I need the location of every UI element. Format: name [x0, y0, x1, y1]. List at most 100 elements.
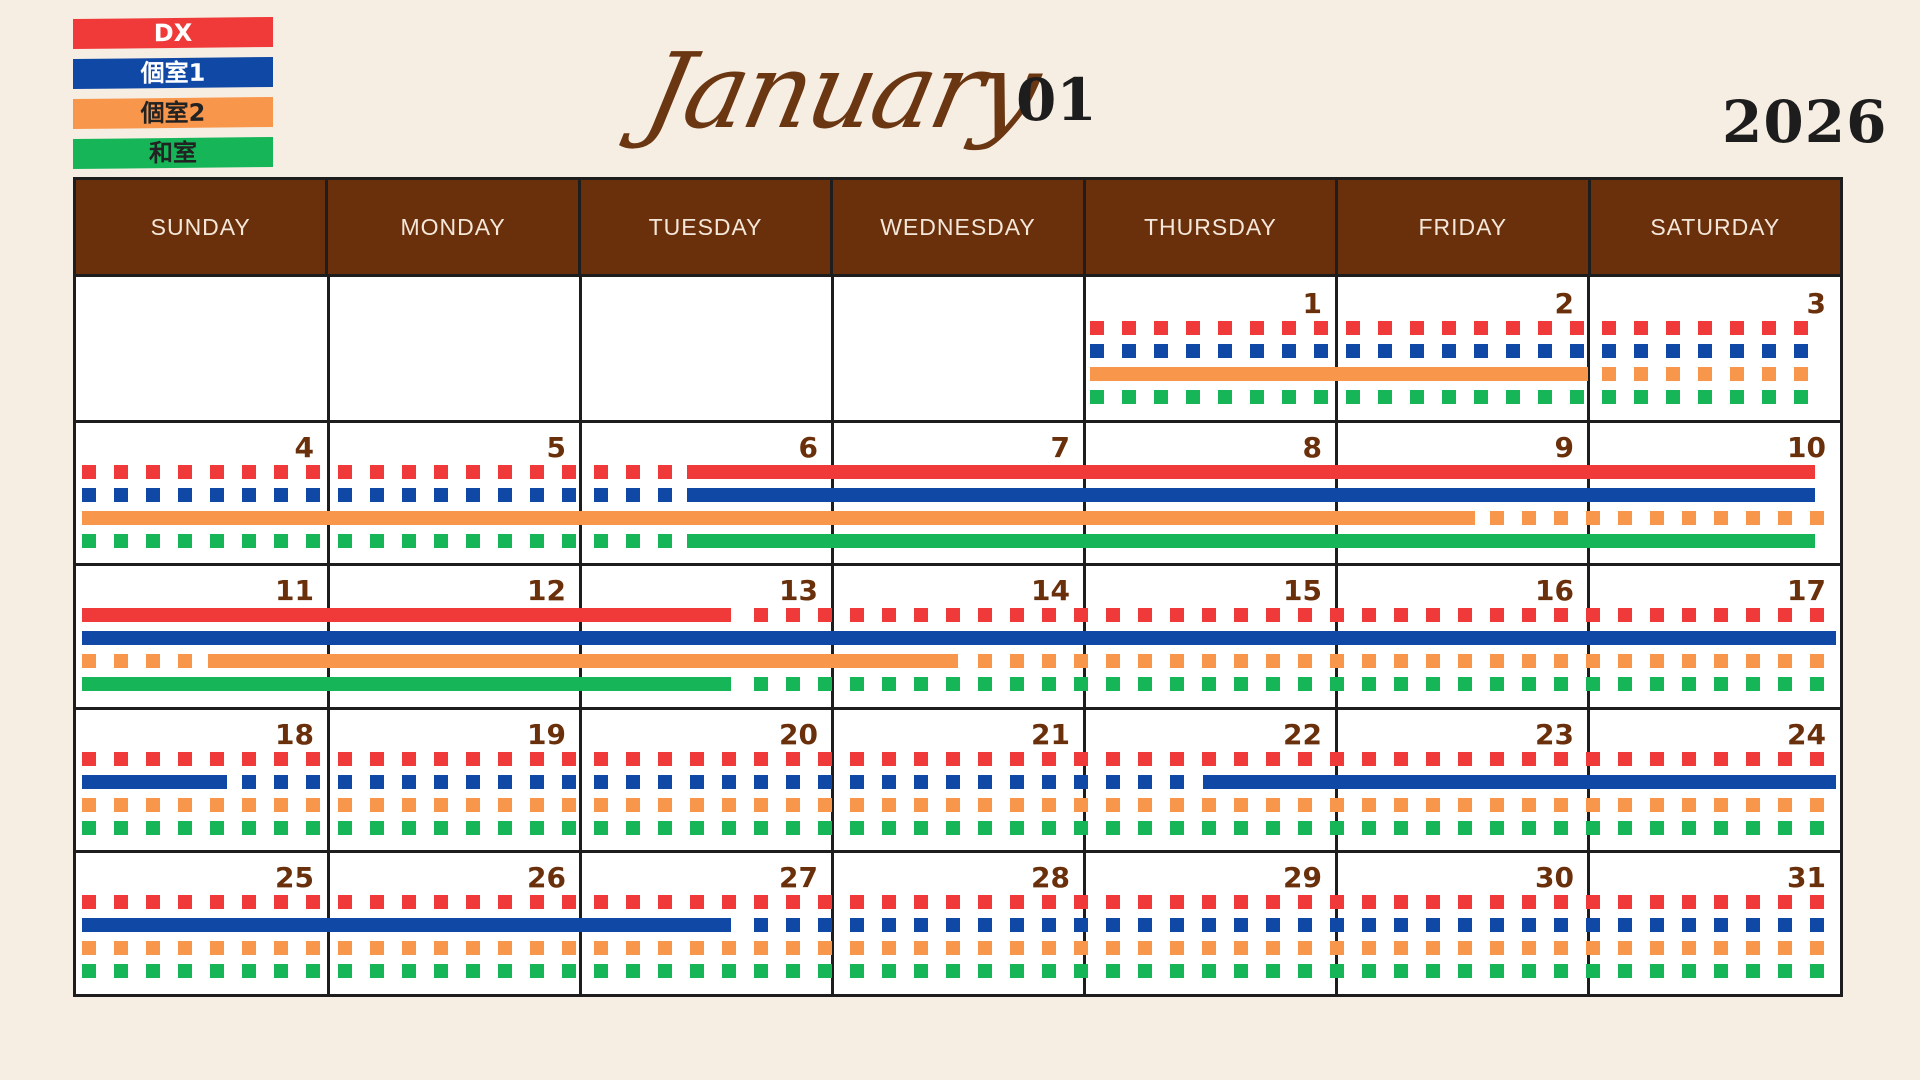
availability-mark-room2: [306, 798, 320, 812]
availability-mark-dx: [690, 895, 704, 909]
availability-mark-room1: [946, 918, 960, 932]
booking-bar-japanese-room[interactable]: [686, 534, 1815, 548]
availability-mark-dx: [530, 895, 544, 909]
booking-bar-room1[interactable]: [1203, 775, 1836, 789]
availability-mark-dx: [338, 895, 352, 909]
availability-mark-dx: [210, 752, 224, 766]
availability-mark-japanese-room: [1474, 390, 1488, 404]
availability-mark-room2: [1458, 798, 1472, 812]
availability-mark-japanese-room: [946, 677, 960, 691]
availability-mark-japanese-room: [594, 964, 608, 978]
availability-mark-dx: [178, 465, 192, 479]
availability-mark-dx: [1378, 321, 1392, 335]
row-divider: [76, 419, 1840, 423]
availability-mark-japanese-room: [466, 821, 480, 835]
date-number: 24: [1787, 718, 1826, 751]
availability-mark-room1: [1458, 918, 1472, 932]
availability-mark-room2: [1458, 941, 1472, 955]
availability-mark-dx: [1202, 608, 1216, 622]
availability-mark-dx: [946, 608, 960, 622]
date-number: 2: [1554, 287, 1574, 320]
booking-bar-room1[interactable]: [82, 775, 228, 789]
booking-bar-room1[interactable]: [82, 631, 1836, 645]
availability-mark-dx: [370, 895, 384, 909]
availability-mark-dx: [210, 895, 224, 909]
availability-mark-japanese-room: [242, 534, 256, 548]
availability-mark-japanese-room: [562, 821, 576, 835]
date-number: 1: [1302, 287, 1322, 320]
availability-mark-room2: [1714, 798, 1728, 812]
availability-mark-room1: [370, 488, 384, 502]
availability-mark-room2: [1106, 798, 1120, 812]
availability-mark-dx: [1234, 895, 1248, 909]
availability-mark-room2: [1490, 654, 1504, 668]
booking-bar-japanese-room[interactable]: [82, 677, 732, 691]
availability-mark-dx: [786, 752, 800, 766]
booking-bar-room2[interactable]: [208, 654, 958, 668]
booking-bar-room2[interactable]: [1090, 367, 1588, 381]
availability-mark-dx: [1602, 321, 1616, 335]
availability-mark-japanese-room: [1330, 677, 1344, 691]
availability-mark-dx: [658, 895, 672, 909]
availability-mark-room1: [658, 775, 672, 789]
weekday-tuesday: TUESDAY: [581, 180, 834, 274]
availability-mark-room2: [1490, 511, 1504, 525]
availability-mark-japanese-room: [1010, 677, 1024, 691]
booking-bar-room1[interactable]: [686, 488, 1815, 502]
availability-mark-japanese-room: [1170, 964, 1184, 978]
availability-mark-room2: [274, 798, 288, 812]
availability-mark-japanese-room: [1298, 677, 1312, 691]
availability-mark-dx: [1074, 895, 1088, 909]
availability-mark-room2: [1266, 798, 1280, 812]
availability-mark-dx: [1410, 321, 1424, 335]
booking-bar-room2[interactable]: [82, 511, 1475, 525]
date-number: 27: [779, 861, 818, 894]
booking-bar-room1[interactable]: [82, 918, 732, 932]
availability-mark-dx: [178, 895, 192, 909]
availability-mark-room2: [178, 798, 192, 812]
availability-mark-japanese-room: [882, 964, 896, 978]
availability-mark-room2: [658, 941, 672, 955]
availability-mark-dx: [1746, 752, 1760, 766]
booking-bar-dx[interactable]: [686, 465, 1815, 479]
availability-mark-japanese-room: [1458, 964, 1472, 978]
availability-mark-dx: [978, 895, 992, 909]
availability-mark-japanese-room: [1586, 964, 1600, 978]
booking-bar-dx[interactable]: [82, 608, 732, 622]
availability-mark-japanese-room: [1042, 964, 1056, 978]
availability-mark-room1: [882, 775, 896, 789]
availability-mark-dx: [466, 752, 480, 766]
availability-mark-room2: [1650, 941, 1664, 955]
availability-mark-room1: [1330, 918, 1344, 932]
availability-mark-dx: [850, 752, 864, 766]
availability-mark-dx: [146, 895, 160, 909]
availability-mark-room2: [498, 798, 512, 812]
date-number: 5: [546, 431, 566, 464]
availability-mark-japanese-room: [1266, 964, 1280, 978]
availability-mark-room1: [1090, 344, 1104, 358]
availability-mark-japanese-room: [978, 677, 992, 691]
availability-mark-room1: [1186, 344, 1200, 358]
availability-mark-dx: [1330, 608, 1344, 622]
legend-item-dx: DX: [73, 16, 273, 50]
availability-mark-japanese-room: [1682, 821, 1696, 835]
availability-mark-room2: [786, 798, 800, 812]
availability-mark-dx: [402, 895, 416, 909]
availability-mark-room2: [1618, 798, 1632, 812]
availability-mark-japanese-room: [146, 534, 160, 548]
availability-mark-room1: [1250, 344, 1264, 358]
availability-mark-japanese-room: [754, 964, 768, 978]
availability-mark-room2: [1586, 654, 1600, 668]
availability-mark-room1: [1010, 775, 1024, 789]
availability-mark-japanese-room: [274, 821, 288, 835]
availability-mark-dx: [146, 465, 160, 479]
availability-mark-japanese-room: [722, 821, 736, 835]
availability-mark-room2: [242, 798, 256, 812]
availability-mark-room2: [1554, 798, 1568, 812]
availability-mark-japanese-room: [370, 964, 384, 978]
availability-mark-dx: [1330, 895, 1344, 909]
availability-mark-room1: [178, 488, 192, 502]
availability-mark-room2: [1330, 798, 1344, 812]
date-number: 26: [527, 861, 566, 894]
availability-mark-dx: [1682, 752, 1696, 766]
